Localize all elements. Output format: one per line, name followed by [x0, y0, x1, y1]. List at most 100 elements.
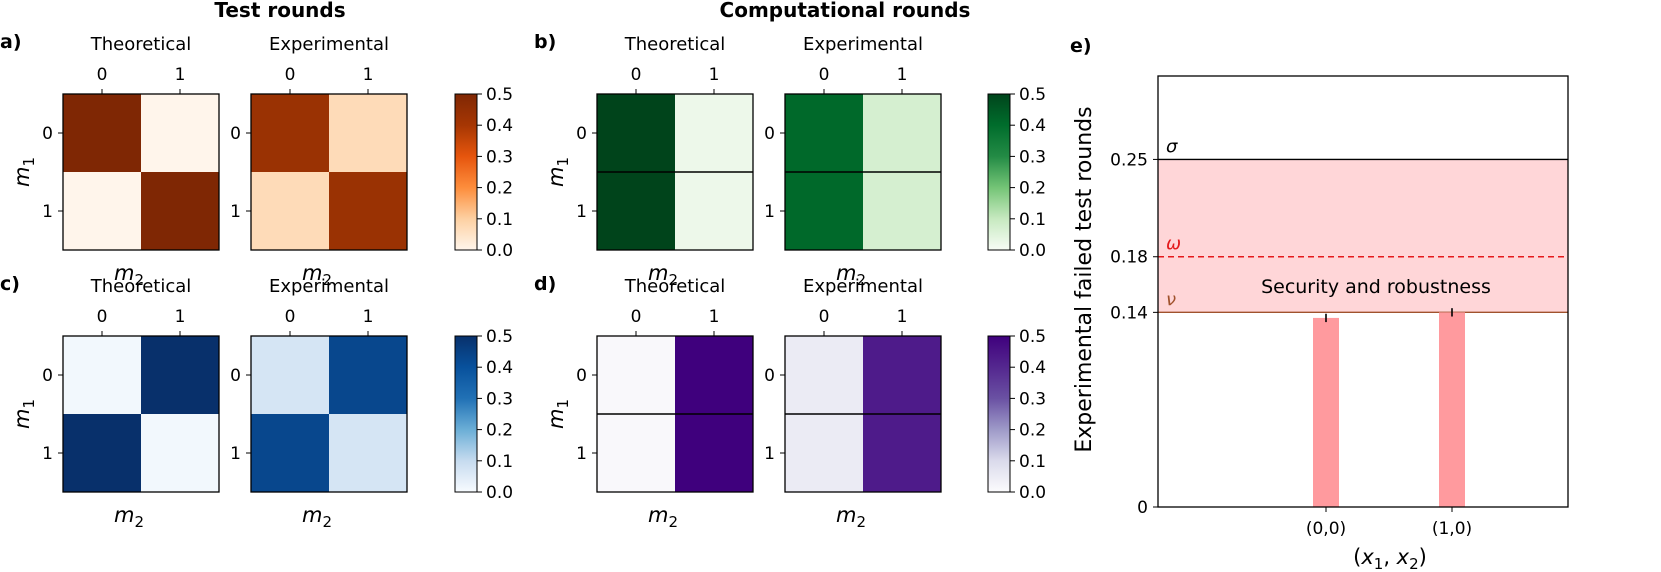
heatmap-cell	[597, 172, 675, 250]
column-tick-label: 1	[175, 65, 186, 85]
heatmap-title-experimental: Experimental	[803, 34, 923, 55]
m1-axis-label: m1	[544, 157, 572, 187]
m1-axis-label-sub: 1	[20, 157, 38, 167]
plot-frame	[1157, 75, 1569, 508]
column-tick-label: 1	[709, 307, 720, 327]
colorbar-tick-label: 0.4	[486, 116, 513, 136]
m2-axis-label: m2	[302, 261, 332, 289]
m2-axis-label-base: m	[836, 261, 856, 285]
panel-c: c) Theoretical0011m2m1Experimental0011m20…	[0, 273, 513, 531]
heatmap-cell	[675, 336, 753, 414]
colorbar-tick-label: 0.5	[486, 327, 513, 347]
row-tick-label: 1	[42, 444, 53, 464]
heatmap-cell	[597, 414, 675, 492]
colorbar-bar	[987, 93, 1011, 251]
row-tick-label: 1	[230, 202, 241, 222]
x-axis-label-part: ,	[1383, 545, 1396, 569]
colorbar-tick-label: 0.1	[1019, 210, 1046, 230]
heatmap-cell	[251, 336, 329, 414]
heatmap-title-theoretical: Theoretical	[624, 34, 726, 55]
heatmap-cell	[863, 414, 941, 492]
m1-axis-label: m1	[544, 399, 572, 429]
row-tick-label: 1	[764, 444, 775, 464]
heatmap-title-theoretical: Theoretical	[90, 276, 192, 297]
m2-axis-label-base: m	[302, 503, 322, 527]
colorbar: 0.0 0.1 0.2 0.3 0.4 0.5	[987, 85, 1046, 261]
m1-axis-label-sub: 1	[20, 399, 38, 409]
row-tick-label: 0	[764, 366, 775, 386]
heatmap-cell	[141, 94, 219, 172]
band-label: Security and robustness	[1261, 276, 1491, 298]
heatmap-cell	[63, 94, 141, 172]
heatmap-frame	[62, 335, 220, 493]
heatmap-cell	[251, 94, 329, 172]
colorbar-tick-label: 0.1	[1019, 452, 1046, 472]
m2-axis-label-base: m	[114, 503, 134, 527]
heatmap-experimental: Experimental 0 0 1 1 m2	[764, 34, 942, 289]
threshold-symbol-0: σ	[1166, 136, 1178, 157]
heatmap-cell	[597, 94, 675, 172]
colorbar-tick-label: 0.0	[1019, 241, 1046, 261]
m1-axis-label-base: m	[10, 409, 34, 429]
heatmap-experimental: Experimental 0 0 1 1 m2	[230, 276, 408, 531]
heatmap-cell	[329, 172, 407, 250]
colorbar: 0.0 0.1 0.2 0.3 0.4 0.5	[987, 327, 1046, 503]
column-tick-label: 0	[631, 307, 642, 327]
row-tick-label: 1	[764, 202, 775, 222]
column-tick-label: 0	[97, 307, 108, 327]
m2-axis-label: m2	[302, 503, 332, 531]
heatmap-title-experimental: Experimental	[803, 276, 923, 297]
heatmap-frame	[784, 335, 942, 493]
heatmap-frame	[250, 93, 408, 251]
heatmap-cell	[785, 172, 863, 250]
heatmap-cell	[785, 336, 863, 414]
m2-axis-label-sub: 2	[856, 513, 866, 531]
colorbar-tick-label: 0.2	[1019, 179, 1046, 199]
colorbar: 0.0 0.1 0.2 0.3 0.4 0.5	[454, 85, 513, 261]
y-tick-label: 0.18	[1110, 248, 1148, 268]
heatmap-title-experimental: Experimental	[269, 276, 389, 297]
column-tick-label: 1	[175, 307, 186, 327]
m2-axis-label: m2	[114, 503, 144, 531]
heatmap-cell	[675, 414, 753, 492]
panel-label: d)	[534, 273, 556, 295]
heatmap-cell	[63, 172, 141, 250]
x-axis-label-part: (	[1353, 545, 1361, 569]
title-test-rounds: Test rounds	[214, 0, 345, 22]
m2-axis-label-sub: 2	[322, 271, 332, 289]
y-tick-label: 0	[1137, 498, 1148, 518]
colorbar-bar	[454, 335, 478, 493]
heatmap-cell	[863, 172, 941, 250]
heatmap-cell	[785, 94, 863, 172]
colorbar-tick-label: 0.0	[486, 483, 513, 503]
heatmap-frame	[62, 93, 220, 251]
colorbar-tick-label: 0.1	[486, 452, 513, 472]
x-axis-label-part: 1	[1374, 555, 1384, 572]
m1-axis-label: m1	[10, 399, 38, 429]
m2-axis-label-sub: 2	[668, 513, 678, 531]
heatmap-cell	[251, 172, 329, 250]
m2-axis-label-sub: 2	[134, 271, 144, 289]
colorbar-tick-label: 0.3	[486, 389, 513, 409]
row-tick-label: 1	[230, 444, 241, 464]
row-tick-label: 0	[42, 124, 53, 144]
heatmap-cell	[141, 336, 219, 414]
x-axis-label-part: 2	[1409, 555, 1419, 572]
m2-axis-label-sub: 2	[134, 513, 144, 531]
m2-axis-label: m2	[114, 261, 144, 289]
heatmap-cell	[597, 336, 675, 414]
m2-axis-label-base: m	[114, 261, 134, 285]
heatmap-panels: a) Theoretical0011m2m1Experimental0011m20…	[0, 31, 1046, 531]
heatmap-cell	[251, 414, 329, 492]
heatmap-title-theoretical: Theoretical	[90, 34, 192, 55]
bar	[1313, 317, 1339, 507]
threshold-symbol-1: ω	[1166, 234, 1181, 255]
column-tick-label: 1	[363, 307, 374, 327]
colorbar-tick-label: 0.3	[486, 147, 513, 167]
column-tick-label: 0	[285, 65, 296, 85]
